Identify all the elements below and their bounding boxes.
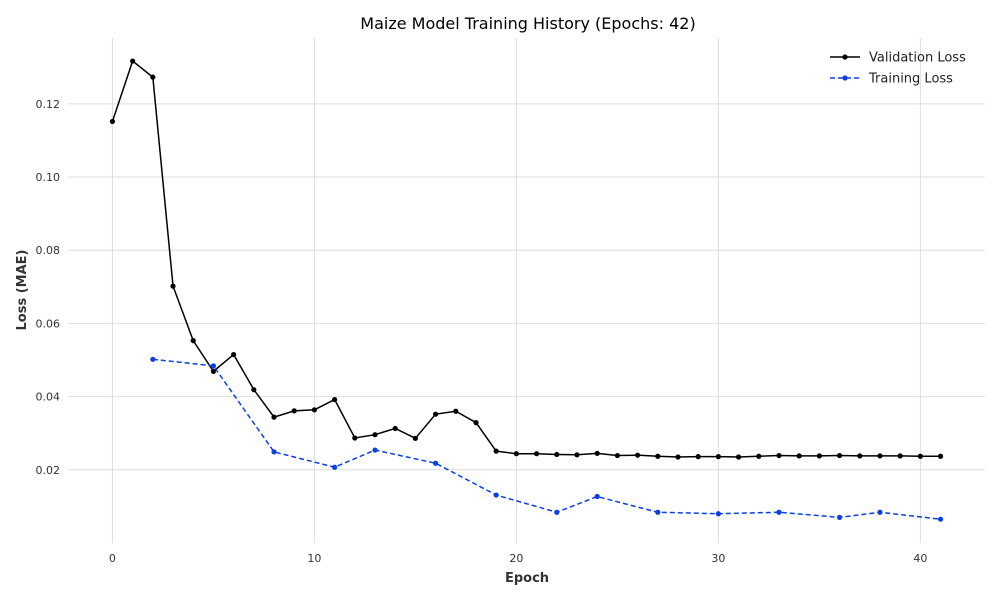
data-point <box>614 452 620 459</box>
data-point <box>210 363 217 369</box>
data-point <box>271 414 277 420</box>
series-line <box>111 59 941 458</box>
data-point <box>513 451 520 457</box>
legend-item: Training Loss <box>830 72 953 87</box>
data-point <box>796 453 802 459</box>
data-point <box>291 408 297 414</box>
data-point <box>574 452 580 458</box>
data-point <box>392 425 398 432</box>
y-tick-label: 0.02 <box>36 464 61 477</box>
data-point <box>937 453 944 459</box>
data-point <box>715 511 721 517</box>
data-point <box>271 449 277 455</box>
x-tick-label: 30 <box>711 552 725 565</box>
y-tick-label: 0.08 <box>36 244 61 257</box>
data-point <box>412 435 419 441</box>
data-point <box>433 411 439 417</box>
data-point <box>533 451 540 457</box>
data-point <box>594 493 600 500</box>
data-point <box>816 453 822 459</box>
data-point <box>493 448 499 454</box>
grid <box>68 38 985 543</box>
y-tick-label: 0.06 <box>36 317 61 330</box>
legend: Validation Loss Training Loss <box>830 51 966 87</box>
data-point <box>372 432 378 438</box>
data-point <box>554 451 560 458</box>
legend-marker <box>842 75 848 81</box>
series-layer <box>109 58 944 522</box>
data-point <box>695 454 701 460</box>
data-point <box>776 452 782 459</box>
data-point <box>715 454 721 460</box>
data-point <box>655 453 661 459</box>
data-point <box>877 509 883 515</box>
x-tick-label: 20 <box>509 552 523 565</box>
data-point <box>311 407 318 413</box>
data-point <box>655 509 661 515</box>
y-tick-label: 0.12 <box>36 98 61 111</box>
data-point <box>453 408 459 414</box>
data-point <box>594 450 600 456</box>
x-tick-label: 40 <box>913 552 927 565</box>
data-point <box>251 387 257 393</box>
data-point <box>917 453 923 459</box>
data-point <box>836 514 843 520</box>
x-axis-title: Epoch <box>505 571 549 586</box>
y-tick-label: 0.10 <box>36 171 61 184</box>
legend-item: Validation Loss <box>830 51 966 66</box>
data-point <box>352 435 358 441</box>
data-point <box>210 368 217 374</box>
data-point <box>150 356 156 362</box>
data-point <box>877 453 883 459</box>
data-point <box>897 453 903 459</box>
chart-title: Maize Model Training History (Epochs: 42… <box>360 14 695 33</box>
data-point <box>857 453 863 459</box>
data-point <box>109 118 116 125</box>
tick-labels: 0 10 20 30 40 0.02 0.04 0.06 0.08 0.10 0.12 <box>36 98 928 565</box>
data-point <box>554 509 560 515</box>
series-validation-loss <box>109 58 944 460</box>
data-point <box>433 460 439 466</box>
data-point <box>332 464 338 470</box>
data-point <box>675 454 681 460</box>
data-point <box>190 338 196 344</box>
data-point <box>130 58 136 64</box>
data-point <box>493 492 499 498</box>
data-point <box>231 351 237 358</box>
y-tick-label: 0.04 <box>36 391 61 404</box>
data-point <box>735 454 742 460</box>
data-point <box>170 283 176 289</box>
legend-label: Validation Loss <box>869 51 966 66</box>
legend-marker <box>842 54 848 60</box>
data-point <box>776 509 782 515</box>
y-axis-title: Loss (MAE) <box>15 250 30 331</box>
series-line <box>152 358 941 520</box>
legend-label: Training Loss <box>868 72 953 87</box>
data-point <box>332 396 338 403</box>
data-point <box>836 452 843 459</box>
data-point <box>937 516 944 522</box>
data-point <box>150 74 156 80</box>
series-training-loss <box>150 356 944 522</box>
x-tick-label: 10 <box>307 552 321 565</box>
data-point <box>756 453 762 459</box>
x-tick-label: 0 <box>109 552 116 565</box>
data-point <box>634 452 641 458</box>
data-point <box>473 420 479 426</box>
data-point <box>372 447 378 453</box>
